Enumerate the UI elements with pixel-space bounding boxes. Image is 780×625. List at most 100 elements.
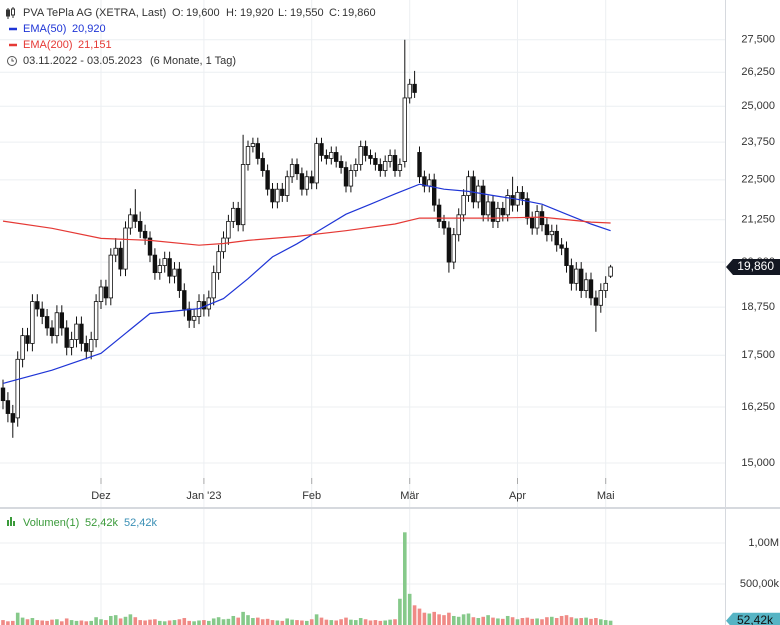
candle-body: [128, 214, 133, 229]
candle-body: [510, 195, 515, 206]
volume-bar: [104, 620, 108, 625]
y-tick-label: 27,500: [741, 34, 775, 46]
candle-body: [534, 211, 540, 229]
volume-bar: [383, 620, 387, 625]
candle-body: [451, 234, 456, 263]
candle-body: [333, 152, 339, 162]
volume-icon: [7, 517, 15, 526]
candle-body: [123, 227, 128, 270]
candle-body: [559, 244, 564, 249]
volume-bar: [172, 620, 177, 625]
candle-body: [245, 146, 251, 165]
candle-body: [422, 176, 427, 187]
volume-bar: [94, 617, 98, 625]
volume-bar: [221, 619, 226, 625]
volume-bar: [143, 620, 147, 625]
candle-body: [49, 327, 55, 337]
candle-body: [0, 387, 6, 402]
candle-body: [64, 327, 69, 348]
volume-bar: [241, 611, 245, 625]
volume-bar: [550, 616, 554, 625]
volume-bar: [177, 619, 182, 625]
volume-bar: [211, 618, 216, 625]
volume-bar: [256, 617, 260, 625]
volume-bar: [496, 618, 500, 625]
candle-body: [554, 230, 559, 246]
candle-body: [44, 316, 50, 329]
candle-body: [348, 170, 354, 187]
y-tick-label: 22,500: [741, 174, 775, 186]
volume-bar: [11, 620, 15, 625]
plot: [0, 39, 613, 625]
volume-bar: [559, 615, 564, 625]
y-tick-label: 500,00k: [740, 578, 780, 590]
volume-bar: [197, 620, 201, 625]
candle-body: [412, 83, 417, 93]
volume-legend-value: 52,42k: [124, 517, 158, 529]
candle-body: [40, 308, 45, 317]
volume-bar: [334, 620, 338, 625]
volume-bar: [349, 619, 353, 625]
volume-bar: [290, 619, 294, 625]
candle-body: [402, 97, 407, 162]
clock-icon: [7, 56, 17, 66]
volume-bar: [432, 611, 436, 625]
candle-body: [436, 204, 442, 222]
volume-bar: [251, 618, 255, 625]
candle-body: [382, 161, 388, 171]
candle-body: [598, 290, 603, 306]
candle-body: [235, 207, 241, 226]
candle-body: [280, 188, 285, 196]
candle-body: [603, 282, 608, 291]
candle-body: [593, 297, 599, 306]
x-tick-label: Jan '23: [186, 490, 221, 502]
volume-bar: [187, 620, 191, 625]
candle-body: [407, 83, 412, 99]
volume-bar: [486, 615, 490, 625]
volume-bar: [202, 620, 206, 625]
y-tick-label: 18,750: [741, 301, 775, 313]
volume-bar: [295, 620, 299, 625]
candle-body: [530, 217, 535, 229]
candle-body: [309, 176, 314, 184]
volume-bar: [260, 619, 265, 625]
volume-bar: [265, 618, 270, 625]
last-volume-label: 52,42k: [737, 613, 774, 625]
y-tick-label: 15,000: [741, 457, 775, 469]
candle-body: [59, 312, 64, 329]
candle-body: [304, 176, 309, 190]
legend-label: EMA(50): [23, 23, 66, 35]
ohlc-key: C:: [329, 7, 340, 19]
volume-bar: [530, 618, 534, 625]
candle-body: [378, 164, 383, 171]
x-tick-label: Dez: [91, 490, 111, 502]
volume-bar: [309, 619, 314, 625]
volume-bar: [20, 617, 25, 625]
volume-bar: [569, 617, 574, 625]
y-tick-label: 23,750: [741, 136, 775, 148]
volume-bar: [417, 608, 422, 625]
candle-body: [564, 247, 569, 266]
candle-body: [299, 173, 305, 190]
candle-body: [520, 191, 525, 200]
volume-bar: [25, 619, 30, 625]
legend-value: 21,151: [78, 39, 112, 51]
candle-body: [162, 258, 167, 266]
candle-body: [392, 155, 398, 171]
volume-bar: [109, 615, 113, 625]
candle-body: [525, 198, 530, 219]
ohlc-key: O:: [172, 7, 184, 19]
volume-bar: [216, 617, 221, 625]
volume-bar: [505, 615, 510, 625]
volume-bar: [442, 615, 446, 625]
grid: [0, 0, 725, 625]
volume-bar: [55, 619, 59, 625]
candle-body: [191, 316, 197, 321]
volume-bar: [515, 619, 520, 625]
volume-bar: [358, 618, 363, 625]
volume-bar: [510, 617, 515, 625]
volume-bar: [324, 619, 329, 625]
volume-bar: [192, 621, 196, 625]
candle-body: [343, 167, 349, 187]
volume-bar: [525, 617, 530, 625]
